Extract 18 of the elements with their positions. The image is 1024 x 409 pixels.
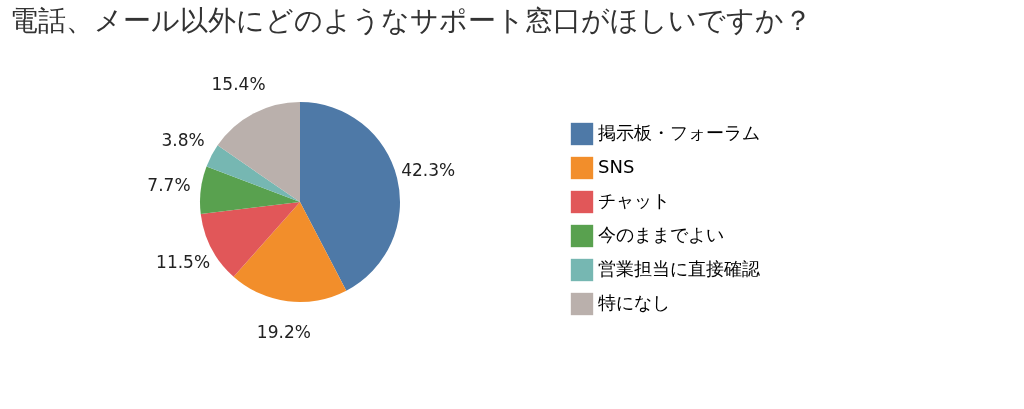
chart-title: 電話、メール以外にどのようなサポート窓口がほしいですか？ <box>10 4 812 38</box>
pie-slice <box>300 102 400 291</box>
data-label: 7.7% <box>147 175 191 196</box>
data-label: 3.8% <box>161 129 205 150</box>
data-label: 42.3% <box>401 159 456 180</box>
legend-label: 特になし <box>598 292 670 313</box>
legend-label: 掲示板・フォーラム <box>598 122 760 143</box>
pie-slice <box>200 166 300 215</box>
pie-slice <box>217 102 300 202</box>
legend-label: チャット <box>598 190 670 211</box>
data-label: 11.5% <box>156 252 211 273</box>
data-label: 15.4% <box>211 74 266 95</box>
legend-label: SNS <box>598 156 635 177</box>
legend-label: 今のままでよい <box>598 224 724 245</box>
pie-slice <box>206 145 300 202</box>
pie-slice <box>233 202 347 302</box>
legend-label: 営業担当に直接確認 <box>598 258 760 279</box>
data-label: 19.2% <box>256 322 311 343</box>
